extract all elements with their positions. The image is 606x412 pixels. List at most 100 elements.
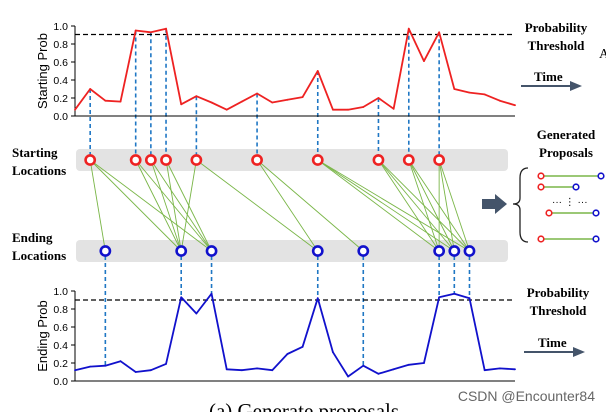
match-line [408, 159, 440, 252]
data-point [453, 292, 456, 295]
match-line [89, 159, 106, 252]
data-point [74, 369, 76, 372]
ending-location-marker [463, 245, 476, 257]
data-point [423, 362, 425, 364]
data-point [483, 93, 486, 96]
data-point [347, 375, 350, 378]
ending-locations-band [76, 240, 508, 262]
data-point [149, 31, 152, 34]
match-line [378, 159, 440, 252]
match-line [256, 159, 364, 252]
data-point [498, 367, 501, 370]
ending-location-marker [311, 245, 324, 257]
data-point [271, 101, 274, 104]
ending-prob-axis-label: Ending Prob [35, 300, 50, 372]
y-tick-label: 0.0 [53, 376, 68, 388]
match-line [135, 159, 182, 252]
data-point [104, 99, 107, 102]
y-tick-label: 0.6 [53, 322, 68, 334]
data-point [438, 296, 441, 299]
start-dashed-links [89, 28, 440, 155]
match-line [408, 159, 455, 252]
data-point [286, 353, 289, 355]
series-line [74, 27, 516, 111]
data-point [453, 88, 456, 90]
data-point [377, 97, 380, 99]
data-point [165, 363, 167, 365]
match-line [317, 159, 455, 252]
y-tick-label: 0.6 [53, 57, 68, 69]
end-dashed-links [104, 256, 471, 366]
data-point [514, 368, 516, 371]
data-point [240, 369, 243, 372]
ending-prob-y-ticks: 0.0 0.2 0.4 0.6 0.8 1.0 [53, 286, 75, 388]
data-point [468, 91, 471, 94]
data-point [89, 365, 92, 368]
data-point [392, 368, 395, 371]
data-point [286, 98, 289, 101]
data-point [180, 296, 183, 299]
generated-arrow [482, 194, 507, 214]
data-point [210, 292, 213, 295]
starting-locations-label-1: Starting [12, 145, 58, 160]
data-point [225, 368, 228, 371]
y-tick-label: 0.2 [53, 93, 68, 105]
starting-location-marker [84, 154, 97, 166]
starting-locations-band [76, 149, 508, 171]
data-point [165, 27, 167, 30]
starting-location-marker [129, 154, 142, 166]
data-point [271, 369, 274, 372]
starting-location-marker [311, 154, 324, 166]
ending-location-marker [448, 245, 461, 257]
cut-letter: A [599, 47, 606, 62]
top-time-arrow [521, 81, 582, 91]
proposal-end-marker [597, 172, 605, 180]
match-line [438, 159, 470, 252]
data-point [301, 345, 304, 348]
starting-location-marker [402, 154, 415, 166]
match-line [180, 159, 197, 252]
starting-location-marker [433, 154, 446, 166]
starting-locations-label-2: Locations [12, 163, 66, 178]
bottom-time-label: Time [538, 335, 567, 350]
proposals-brace [512, 167, 529, 243]
proposals-ellipsis: ··· ⋮ ··· [552, 197, 588, 208]
bottom-threshold-label-2: Threshold [530, 303, 588, 318]
data-point [407, 27, 410, 30]
ending-location-marker [433, 245, 446, 257]
data-point [423, 60, 425, 62]
proposal-end-marker [572, 183, 580, 191]
match-line [196, 159, 319, 252]
generated-proposals-list [537, 172, 605, 243]
proposal-start-marker [545, 209, 553, 217]
proposal-start-marker [537, 235, 545, 243]
data-point [377, 372, 380, 375]
data-point [134, 371, 137, 373]
match-line [89, 159, 182, 252]
data-point [134, 29, 137, 32]
data-point [195, 95, 198, 98]
data-point [483, 369, 486, 372]
data-point [240, 100, 243, 103]
ending-prob-axes: 0.0 0.2 0.4 0.6 0.8 1.0 [53, 286, 515, 388]
data-point [316, 70, 319, 72]
data-point [256, 367, 258, 370]
generated-proposals-label-2: Proposals [539, 145, 593, 160]
generated-proposals-label-1: Generated [537, 127, 596, 142]
match-line [317, 159, 470, 252]
match-line [378, 159, 455, 252]
y-tick-label: 1.0 [53, 21, 68, 33]
data-point [332, 108, 334, 111]
data-point [332, 351, 334, 354]
y-tick-label: 0.8 [53, 39, 68, 51]
match-line [256, 159, 319, 252]
starting-location-markers [84, 154, 446, 166]
starting-location-marker [372, 154, 385, 166]
starting-location-marker [251, 154, 263, 166]
ending-locations-label-2: Locations [12, 248, 66, 263]
data-point [316, 297, 319, 300]
y-tick-label: 0.4 [53, 75, 68, 87]
figure-caption: (a) Generate proposals [209, 399, 399, 412]
starting-location-marker [160, 154, 172, 166]
